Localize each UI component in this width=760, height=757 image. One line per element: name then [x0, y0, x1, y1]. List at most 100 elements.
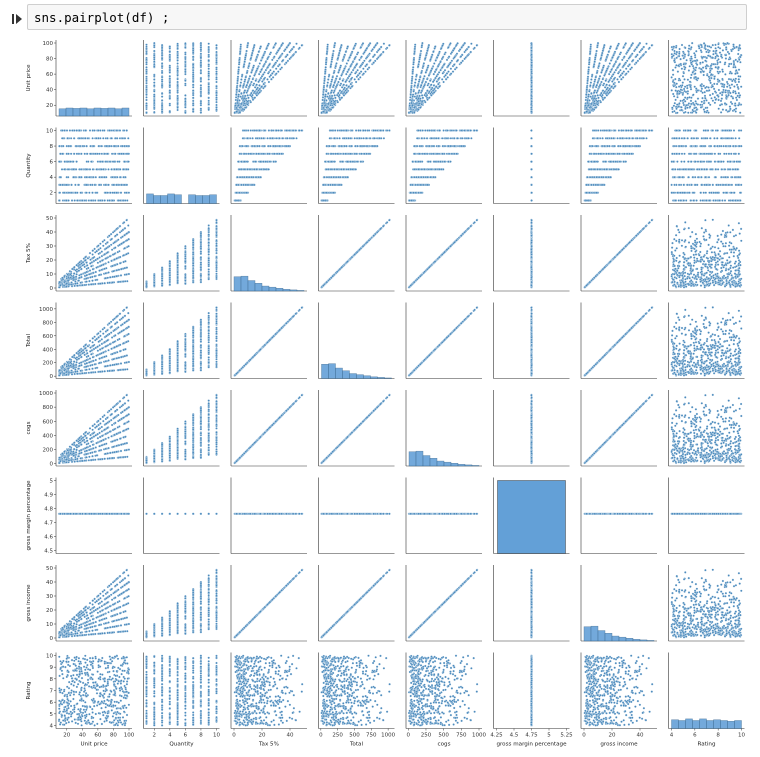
- scatter-point: [343, 56, 345, 58]
- scatter-point: [153, 78, 155, 80]
- scatter-point: [200, 65, 202, 67]
- scatter-point: [350, 54, 352, 56]
- scatter-point: [177, 109, 179, 111]
- scatter-point: [374, 54, 376, 56]
- scatter-point: [177, 51, 179, 53]
- scatter-point: [145, 94, 147, 96]
- scatter-point: [246, 103, 248, 105]
- scatter-point: [192, 102, 194, 104]
- scatter-point: [243, 63, 245, 65]
- scatter-point: [247, 82, 249, 84]
- scatter-point: [373, 46, 375, 48]
- code-input[interactable]: sns.pairplot(df) ;: [27, 4, 747, 30]
- scatter-point: [192, 81, 194, 83]
- scatter-point: [215, 107, 217, 109]
- scatter-point: [275, 68, 277, 70]
- scatter-point: [200, 48, 202, 50]
- scatter-point: [285, 62, 287, 64]
- scatter-point: [184, 61, 186, 63]
- scatter-point: [258, 81, 260, 83]
- scatter-point: [169, 84, 171, 86]
- scatter-point: [184, 42, 186, 44]
- scatter-point: [257, 54, 259, 56]
- scatter-point: [208, 78, 210, 80]
- scatter-point: [329, 85, 331, 87]
- scatter-point: [334, 82, 336, 84]
- scatter-point: [345, 73, 347, 75]
- scatter-point: [250, 92, 252, 94]
- scatter-point: [153, 50, 155, 52]
- scatter-point: [192, 48, 194, 50]
- scatter-point: [240, 92, 242, 94]
- scatter-point: [261, 75, 263, 77]
- scatter-point: [215, 71, 217, 73]
- scatter-point: [249, 75, 251, 77]
- scatter-point: [379, 54, 381, 56]
- scatter-point: [240, 44, 242, 46]
- scatter-point: [363, 51, 365, 53]
- run-cell-icon[interactable]: [10, 12, 24, 26]
- scatter-point: [184, 46, 186, 48]
- scatter-point: [243, 100, 245, 102]
- scatter-point: [245, 76, 247, 78]
- scatter-point: [153, 82, 155, 84]
- scatter-point: [177, 43, 179, 45]
- scatter-point: [349, 56, 351, 58]
- scatter-point: [145, 69, 147, 71]
- scatter-point: [153, 45, 155, 47]
- scatter-point: [238, 61, 240, 63]
- scatter-point: [215, 47, 217, 49]
- scatter-point: [286, 46, 288, 48]
- scatter-point: [161, 50, 163, 52]
- scatter-point: [240, 78, 242, 80]
- scatter-point: [177, 56, 179, 58]
- scatter-point: [261, 56, 263, 58]
- scatter-point: [184, 94, 186, 96]
- scatter-point: [260, 46, 262, 48]
- scatter-point: [352, 61, 354, 63]
- scatter-point: [281, 44, 283, 46]
- scatter-point: [177, 97, 179, 99]
- scatter-point: [252, 66, 254, 68]
- scatter-point: [259, 91, 261, 93]
- scatter-point: [326, 46, 328, 48]
- scatter-point: [208, 48, 210, 50]
- scatter-point: [192, 110, 194, 112]
- scatter-point: [334, 42, 336, 44]
- scatter-point: [153, 90, 155, 92]
- scatter-point: [215, 62, 217, 64]
- scatter-point: [262, 54, 264, 56]
- scatter-point: [169, 91, 171, 93]
- scatter-point: [366, 56, 368, 58]
- scatter-point: [330, 63, 332, 65]
- scatter-point: [238, 58, 240, 60]
- scatter-point: [344, 54, 346, 56]
- scatter-point: [330, 65, 332, 67]
- scatter-point: [378, 48, 380, 50]
- scatter-point: [208, 100, 210, 102]
- scatter-point: [258, 73, 260, 75]
- scatter-point: [380, 46, 382, 48]
- scatter-point: [184, 53, 186, 55]
- scatter-point: [153, 42, 155, 44]
- scatter-point: [177, 81, 179, 83]
- scatter-point: [326, 51, 328, 53]
- scatter-point: [348, 69, 350, 71]
- scatter-point: [200, 108, 202, 110]
- scatter-point: [208, 86, 210, 88]
- scatter-point: [254, 91, 256, 93]
- scatter-point: [200, 80, 202, 82]
- scatter-point: [241, 74, 243, 76]
- scatter-point: [215, 73, 217, 75]
- scatter-point: [208, 83, 210, 85]
- scatter-point: [200, 44, 202, 46]
- scatter-point: [235, 96, 237, 98]
- scatter-point: [237, 100, 239, 102]
- scatter-point: [153, 74, 155, 76]
- scatter-point: [334, 94, 336, 96]
- scatter-point: [208, 64, 210, 66]
- scatter-point: [372, 48, 374, 50]
- scatter-point: [348, 86, 350, 88]
- scatter-point: [239, 107, 241, 109]
- scatter-point: [177, 95, 179, 97]
